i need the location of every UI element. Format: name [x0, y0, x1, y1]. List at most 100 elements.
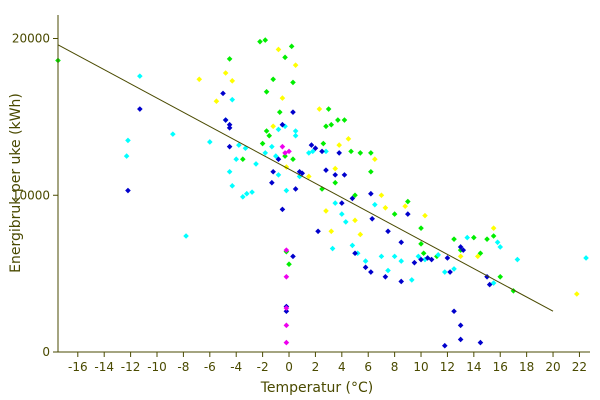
data-point	[477, 250, 484, 257]
data-point	[229, 78, 236, 84]
data-point	[372, 156, 378, 163]
x-tick-label: -2	[257, 360, 269, 374]
data-point	[240, 156, 246, 163]
data-point	[341, 172, 348, 178]
data-point	[345, 136, 352, 142]
data-point	[464, 234, 471, 241]
data-point	[315, 228, 321, 235]
x-tick-label: 8	[391, 360, 399, 374]
data-point	[336, 150, 342, 156]
data-point	[325, 106, 332, 112]
data-point	[240, 194, 246, 200]
data-point	[339, 200, 345, 206]
data-point	[457, 322, 464, 329]
data-point	[229, 183, 236, 189]
data-point	[398, 258, 405, 264]
data-point	[312, 145, 319, 152]
data-point	[279, 95, 286, 101]
data-point	[398, 278, 405, 285]
data-point	[372, 201, 378, 208]
data-point	[336, 142, 342, 148]
data-point	[296, 168, 303, 175]
data-point	[263, 89, 270, 95]
data-point	[253, 161, 259, 167]
data-point	[335, 117, 341, 123]
data-point	[233, 156, 240, 163]
data-point	[226, 168, 233, 175]
data-point	[306, 173, 312, 180]
data-point	[213, 98, 220, 105]
data-point	[329, 245, 336, 252]
data-point	[137, 106, 143, 112]
data-point	[282, 150, 288, 156]
data-point	[339, 211, 345, 217]
data-point	[471, 234, 477, 241]
data-point	[283, 247, 290, 253]
y-axis-title: Energibruk per uke (kWh)	[8, 93, 24, 273]
data-point	[477, 339, 484, 346]
x-tick-label: 16	[493, 360, 508, 374]
data-point	[323, 167, 329, 173]
data-point	[486, 281, 493, 288]
data-point	[420, 250, 427, 257]
data-point	[226, 121, 233, 128]
data-point	[460, 247, 467, 253]
data-point	[292, 62, 299, 68]
data-point	[125, 187, 131, 194]
data-point	[583, 255, 589, 261]
data-point	[283, 322, 290, 329]
trendline	[57, 44, 554, 312]
data-point	[292, 132, 299, 139]
data-point	[451, 266, 457, 272]
x-tick-label: -16	[68, 360, 88, 374]
data-point	[279, 121, 286, 128]
data-point	[352, 250, 358, 257]
data-point	[323, 123, 329, 130]
data-point	[236, 142, 242, 148]
x-tick-label: 22	[572, 360, 587, 374]
data-point	[408, 277, 415, 283]
data-point	[196, 76, 203, 83]
data-point	[422, 212, 428, 219]
data-point	[296, 173, 303, 180]
data-point	[243, 190, 250, 197]
x-tick-label: 12	[440, 360, 455, 374]
y-tick-group: 0 10000 20000	[12, 32, 58, 359]
data-point	[332, 200, 339, 206]
data-point	[283, 308, 290, 315]
y-axis: 0 10000 20000	[12, 15, 59, 359]
x-tick-group: -16 -14 -12 -10 -8 -6 -4 -2 0 2 4 6 8 10 12 14 16 18 20 22	[68, 352, 587, 374]
data-point	[494, 239, 501, 246]
data-point	[207, 139, 213, 145]
data-point	[270, 123, 276, 130]
data-point	[316, 106, 323, 112]
data-point	[263, 128, 270, 134]
data-points	[55, 37, 589, 349]
x-tick-label: 10	[413, 360, 428, 374]
data-point	[368, 190, 374, 197]
data-point	[276, 109, 283, 115]
data-point	[348, 148, 354, 155]
data-point	[220, 90, 226, 97]
data-point	[275, 156, 282, 163]
x-tick-label: -6	[204, 360, 216, 374]
data-point	[123, 153, 130, 159]
data-point	[288, 43, 295, 50]
data-point	[424, 255, 431, 261]
data-point	[283, 164, 290, 170]
data-point	[269, 179, 275, 186]
data-point	[411, 259, 418, 266]
data-point	[290, 79, 296, 86]
data-point	[405, 198, 411, 205]
data-point	[342, 219, 349, 225]
data-point	[490, 233, 497, 239]
data-point	[283, 273, 290, 280]
data-point	[441, 269, 448, 275]
data-point	[125, 137, 131, 144]
data-point	[328, 121, 335, 128]
data-point	[474, 253, 481, 260]
data-point	[323, 148, 329, 155]
data-point	[309, 148, 316, 155]
data-point	[270, 76, 276, 83]
